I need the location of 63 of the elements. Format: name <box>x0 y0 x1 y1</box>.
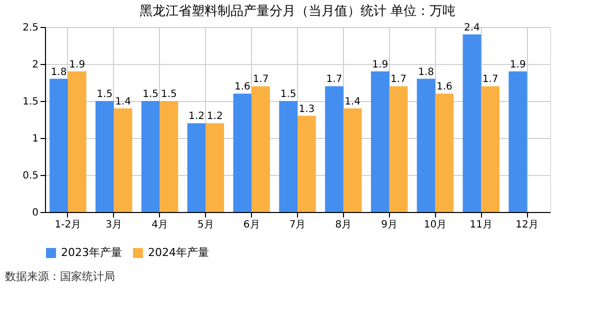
y-tick-label: 2.5 <box>22 22 38 34</box>
data-label: 1.5 <box>161 89 177 100</box>
bar <box>416 78 436 212</box>
y-tick-label: 2 <box>32 60 38 70</box>
data-label: 1.7 <box>390 74 406 86</box>
x-tick-label: 11月 <box>470 220 493 230</box>
data-label: 1.6 <box>436 82 452 93</box>
bar <box>252 86 270 212</box>
data-label: 1.9 <box>69 59 86 70</box>
bar <box>141 101 160 212</box>
bar <box>187 123 206 212</box>
data-label: 1.6 <box>234 82 250 93</box>
chart-title: 黑龙江省塑料制品产量分月（当月值）统计 单位：万吨 <box>139 3 456 19</box>
bar <box>206 123 224 212</box>
x-tick-label: 1-2月 <box>54 220 82 230</box>
x-tick-label: 4月 <box>152 220 168 230</box>
x-tick-label: 3月 <box>106 220 122 230</box>
x-tick-label: 6月 <box>243 220 260 230</box>
bar <box>325 86 344 212</box>
y-tick-label: 1 <box>32 134 38 144</box>
bar <box>343 108 362 212</box>
y-tick-label: 0.5 <box>22 170 38 182</box>
bar <box>435 94 454 212</box>
y-tick-label: 0 <box>32 208 38 218</box>
data-label: 1.2 <box>188 111 204 122</box>
bar <box>298 116 316 212</box>
bar <box>160 101 178 212</box>
data-label: 1.2 <box>206 111 223 122</box>
bar <box>462 34 482 212</box>
legend-label: 2024年产量 <box>148 246 209 259</box>
x-tick-label: 7月 <box>289 220 306 230</box>
data-label: 1.5 <box>280 89 296 100</box>
data-label: 1.4 <box>344 96 361 108</box>
bar <box>279 101 298 212</box>
x-tick-label: 8月 <box>335 220 352 230</box>
bar <box>508 71 528 212</box>
data-label: 1.7 <box>252 74 269 86</box>
data-label: 1.4 <box>115 96 131 108</box>
data-label: 1.5 <box>142 89 159 100</box>
data-label: 1.8 <box>50 66 67 78</box>
bar <box>370 71 390 212</box>
data-label: 1.5 <box>96 89 113 100</box>
data-label: 1.9 <box>372 59 388 70</box>
bar <box>233 94 252 212</box>
data-label: 1.7 <box>482 74 498 86</box>
bar <box>114 108 132 212</box>
data-label: 1.8 <box>418 66 434 78</box>
x-tick-label: 9月 <box>381 220 398 230</box>
bar <box>50 78 68 212</box>
x-tick-label: 12月 <box>516 220 538 230</box>
y-tick-label: 1.5 <box>22 96 38 108</box>
x-tick-label: 5月 <box>197 220 214 230</box>
source-note: 数据来源：国家统计局 <box>5 270 115 283</box>
bar <box>68 71 86 212</box>
data-label: 2.4 <box>464 22 480 34</box>
data-label: 1.3 <box>298 104 315 115</box>
bar <box>389 86 408 212</box>
bar <box>481 86 500 212</box>
data-label: 1.7 <box>326 74 342 86</box>
data-label: 1.9 <box>510 59 526 70</box>
legend-label: 2023年产量 <box>61 246 122 259</box>
x-tick-label: 10月 <box>424 220 447 230</box>
bar <box>96 101 114 212</box>
